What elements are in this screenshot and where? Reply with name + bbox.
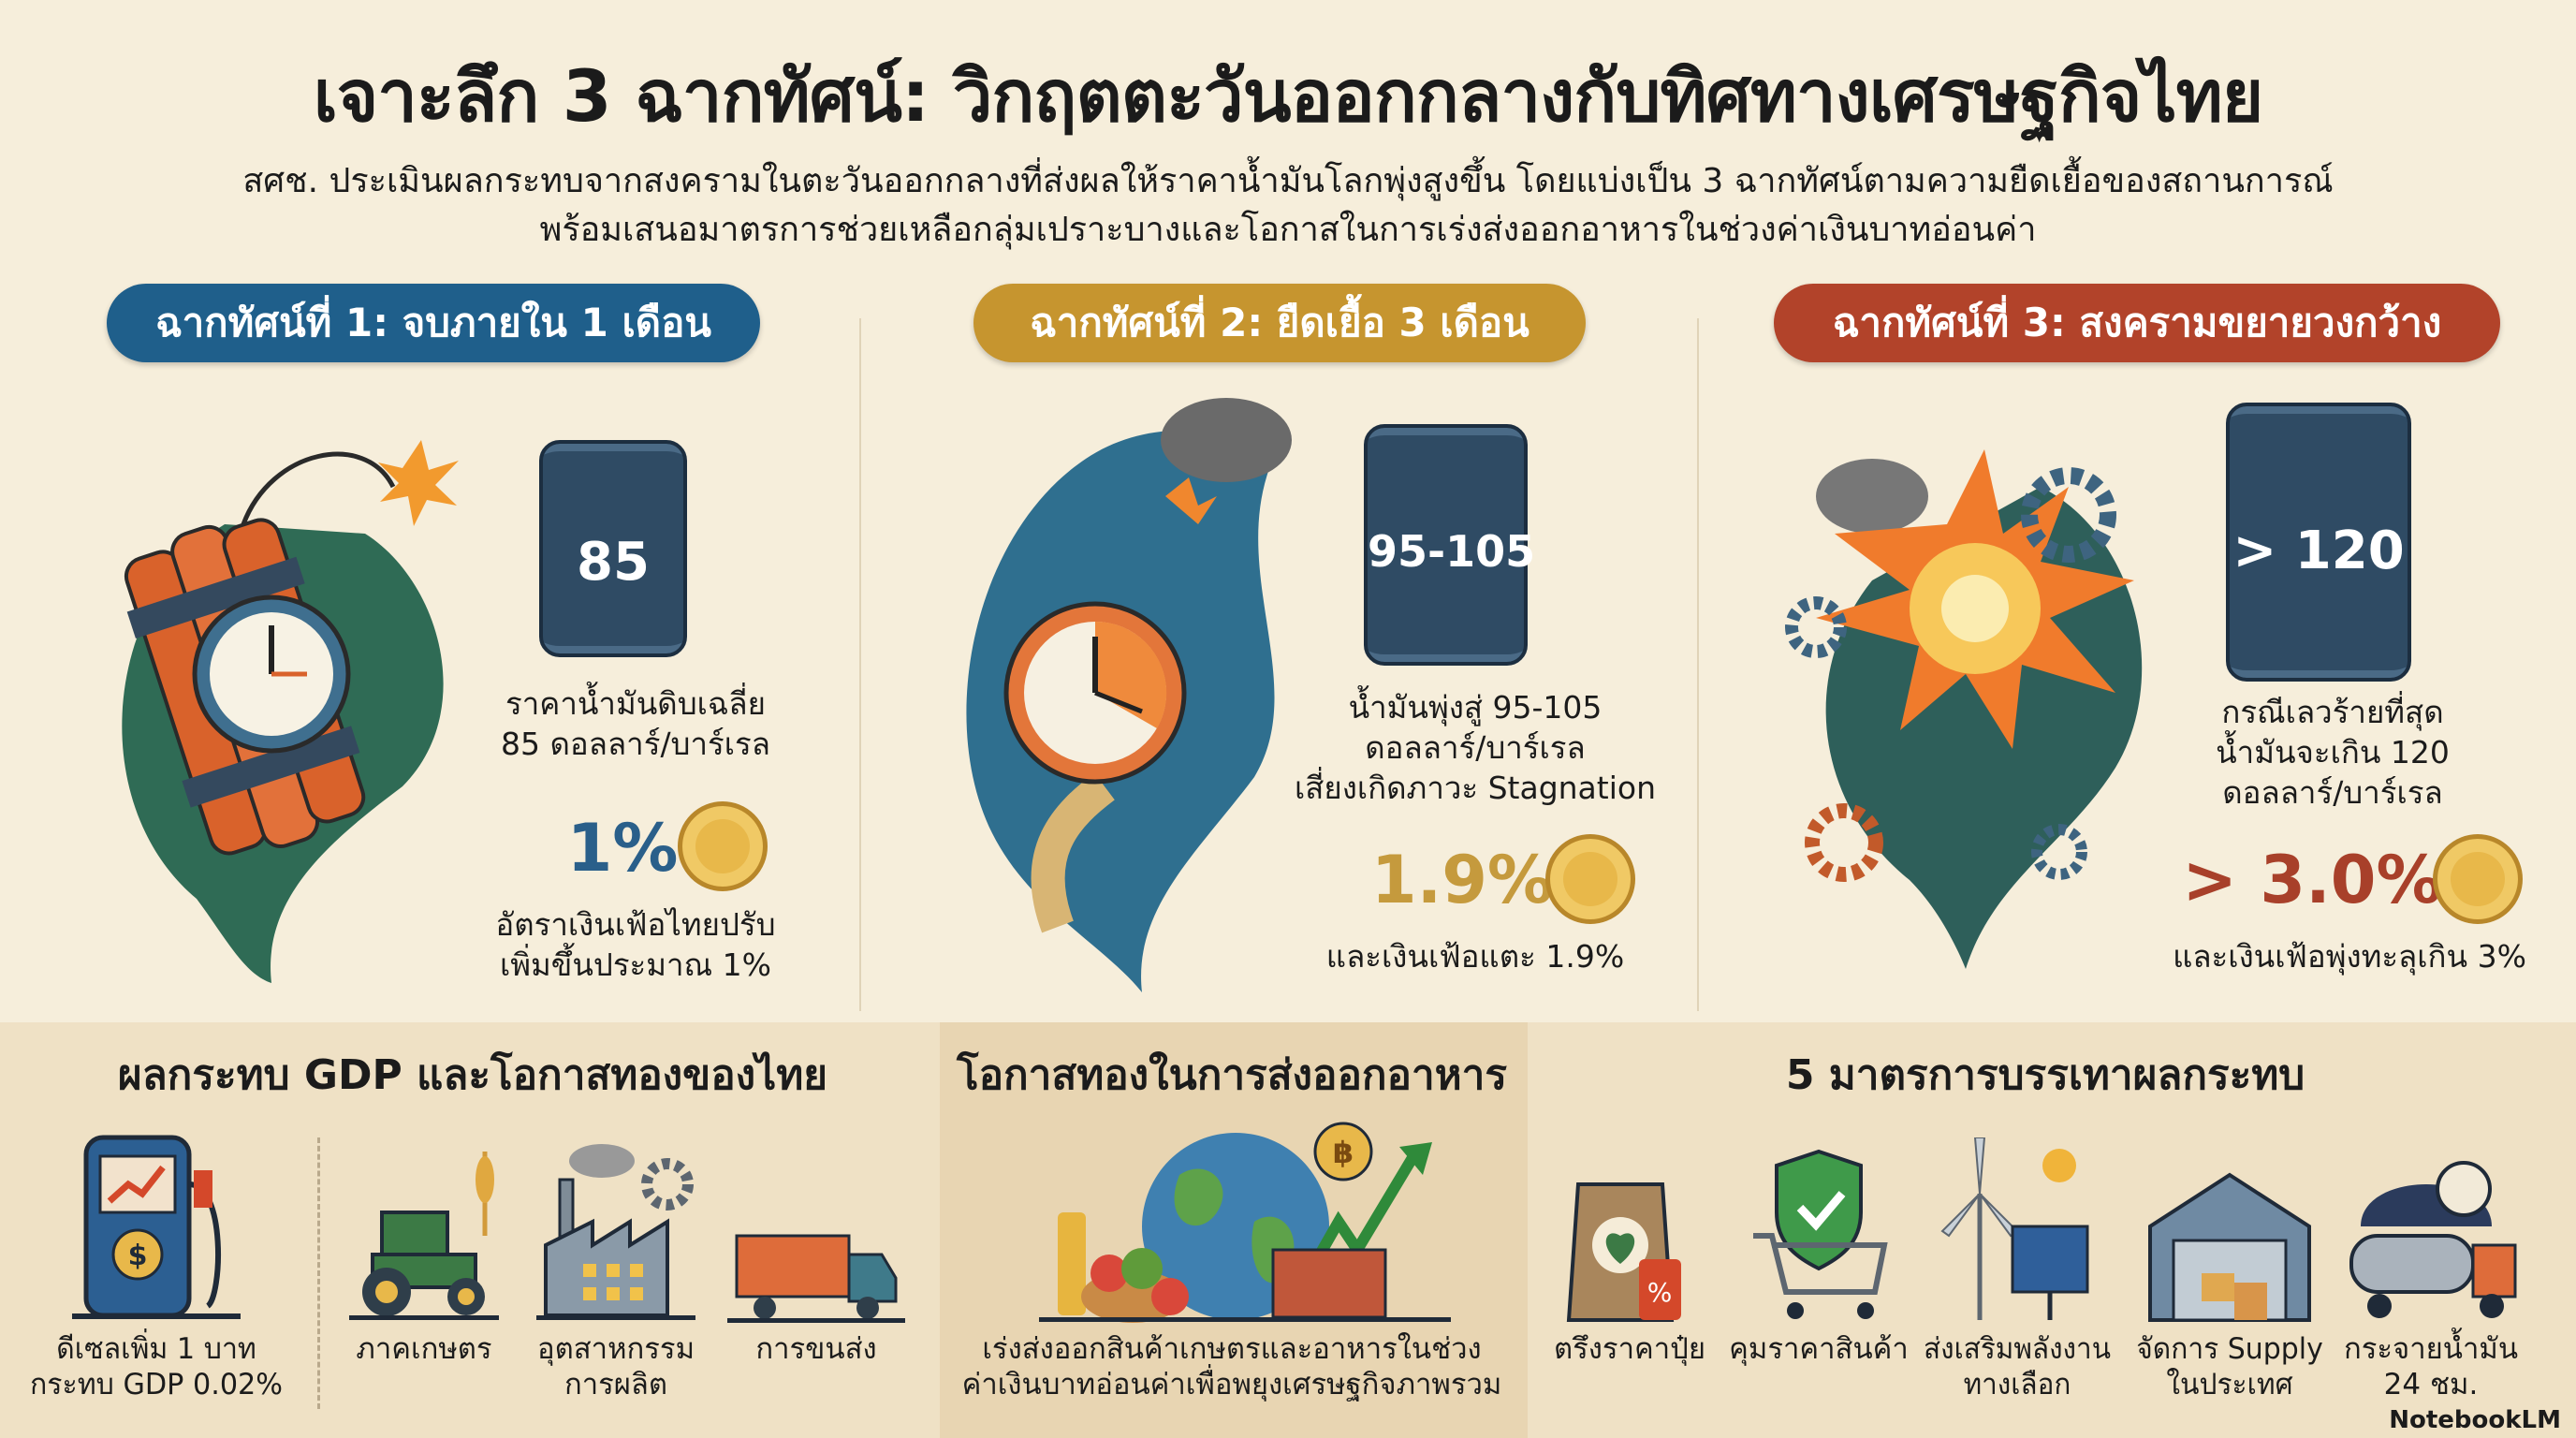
- export-text: เร่งส่งออกสินค้าเกษตรและอาหารในช่วง ค่าเง…: [961, 1332, 1502, 1401]
- measures-heading: 5 มาตรการบรรเทาผลกระทบ: [1785, 1051, 2305, 1099]
- scenario-3-pill: ฉากทัศน์ที่ 3: สงครามขยายวงกว้าง: [1774, 284, 2500, 362]
- scenario-2-label: ฉากทัศน์ที่ 2: ยืดเยื้อ 3 เดือน: [1030, 300, 1530, 345]
- oil-barrel-icon: 85: [539, 440, 687, 657]
- dollar-sign-glyph: $: [128, 1240, 148, 1272]
- fertilizer-bag-icon: %: [1566, 1182, 1681, 1322]
- scenario-1-inflation-text: อัตราเงินเฟ้อไทยปรับ เพิ่มขึ้นประมาณ 1%: [495, 906, 776, 983]
- scenario-1-label: ฉากทัศน์ที่ 1: จบภายใน 1 เดือน: [154, 300, 712, 345]
- tractor-icon: [349, 1152, 499, 1320]
- subtitle-line-2: พร้อมเสนอมาตรการช่วยเหลือกลุ่มเปราะบางแล…: [539, 211, 2037, 249]
- subtitle-line-1: สศช. ประเมินผลกระทบจากสงครามในตะวันออกกล…: [242, 162, 2334, 200]
- measure-item-label: คุมราคาสินค้า: [1729, 1332, 1909, 1366]
- percent-glyph: %: [1647, 1277, 1673, 1308]
- column-divider: [859, 318, 861, 1011]
- column-divider: [1697, 318, 1699, 1011]
- scenario-3-label: ฉากทัศน์ที่ 3: สงครามขยายวงกว้าง: [1832, 300, 2442, 345]
- gdp-item-label: การขนส่ง: [755, 1332, 877, 1366]
- globe-food-export-icon: ฿: [1039, 1122, 1451, 1323]
- shopping-cart-shield-icon: [1753, 1149, 1888, 1319]
- oil-barrel-icon: > 120: [2226, 403, 2411, 682]
- dynamite-clock-icon: [122, 440, 459, 983]
- barrel-price: > 120: [2232, 520, 2405, 581]
- explosion-icon: [1785, 449, 2143, 969]
- measure-item-label: จัดการ Supply ในประเทศ: [2136, 1332, 2323, 1401]
- baht-sign-glyph: ฿: [1333, 1135, 1354, 1170]
- gdp-item-label: ดีเซลเพิ่ม 1 บาท กระทบ GDP 0.02%: [29, 1332, 284, 1401]
- barrel-price: 95-105: [1368, 526, 1536, 577]
- coin-icon: [1545, 834, 1635, 924]
- truck-icon: [727, 1234, 905, 1323]
- scenario-1-inflation: 1%: [566, 810, 679, 887]
- gdp-item-label: อุตสาหกรรม การผลิต: [536, 1332, 695, 1401]
- page-title: เจาะลึก 3 ฉากทัศน์: วิกฤตตะวันออกกลางกับ…: [313, 54, 2263, 138]
- scenario-1-oil-text: ราคาน้ำมันดิบเฉลี่ย 85 ดอลลาร์/บาร์เรล: [501, 685, 770, 762]
- coin-icon: [678, 801, 768, 891]
- fuel-pump-icon: $: [72, 1135, 241, 1319]
- measure-item-label: กระจายน้ำมัน 24 ชม.: [2343, 1332, 2519, 1401]
- dashed-divider: [317, 1137, 320, 1409]
- scenario-2-inflation: 1.9%: [1370, 842, 1554, 918]
- scenario-2-oil-text: น้ำมันพุ่งสู่ 95-105 ดอลลาร์/บาร์เรล เสี่ย…: [1295, 689, 1656, 806]
- coin-icon: [2433, 834, 2523, 924]
- scenario-3-inflation-text: และเงินเฟ้อพุ่งทะลุเกิน 3%: [2173, 938, 2526, 975]
- barrel-price: 85: [577, 532, 650, 594]
- scenario-1-pill: ฉากทัศน์ที่ 1: จบภายใน 1 เดือน: [107, 284, 760, 362]
- factory-icon: [536, 1144, 695, 1320]
- scenario-3-oil-text: กรณีเลวร้ายที่สุด น้ำมันจะเกิน 120 ดอลลาร์…: [2216, 694, 2450, 811]
- warehouse-icon: [2148, 1172, 2311, 1322]
- scenario-2-pill: ฉากทัศน์ที่ 2: ยืดเยื้อ 3 เดือน: [973, 284, 1586, 362]
- measure-item-label: ส่งเสริมพลังงาน ทางเลือก: [1924, 1332, 2111, 1401]
- scenario-3-inflation: > 3.0%: [2182, 842, 2442, 918]
- scenario-2-inflation-text: และเงินเฟ้อแตะ 1.9%: [1325, 938, 1625, 975]
- measure-item-label: ตรึงราคาปุ๋ย: [1554, 1332, 1705, 1366]
- bomb-clock-icon: [966, 398, 1292, 992]
- oil-barrel-icon: 95-105: [1364, 424, 1536, 666]
- export-heading: โอกาสทองในการส่งออกอาหาร: [956, 1051, 1508, 1099]
- notebooklm-watermark: NotebookLM: [2389, 1406, 2561, 1434]
- gdp-heading: ผลกระทบ GDP และโอกาสทองของไทย: [117, 1051, 828, 1099]
- gdp-item-label: ภาคเกษตร: [356, 1332, 492, 1366]
- wind-solar-icon: [1940, 1137, 2089, 1320]
- tanker-truck-icon: [2349, 1161, 2517, 1318]
